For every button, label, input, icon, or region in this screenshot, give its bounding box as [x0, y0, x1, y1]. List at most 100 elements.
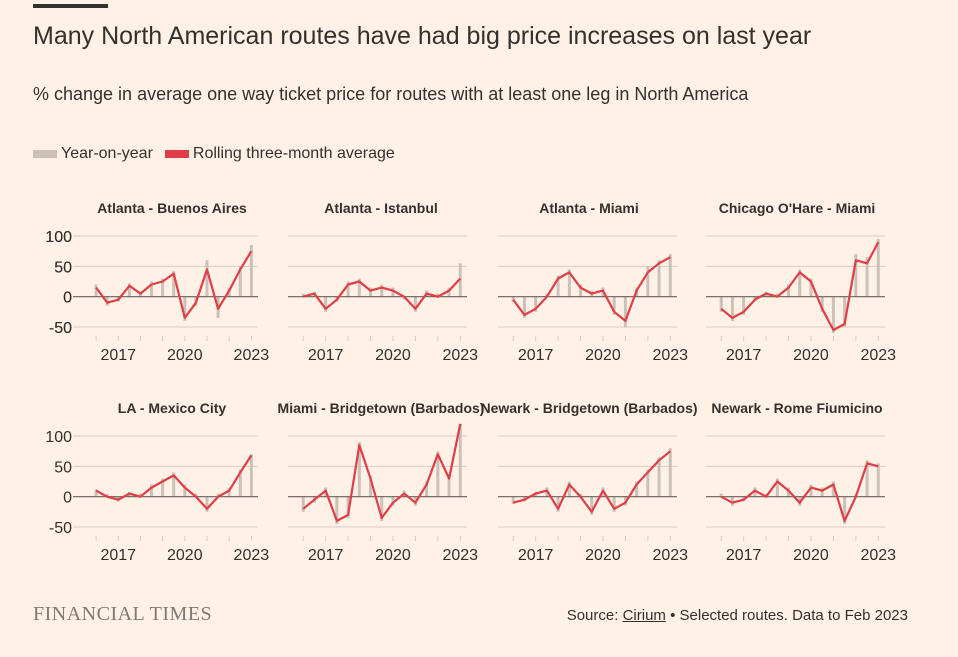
x-tick-label: 2017: [100, 547, 136, 564]
yoy-bar: [357, 442, 361, 497]
rolling-average-line: [302, 277, 462, 310]
chart-subtitle: % change in average one way ticket price…: [33, 84, 749, 104]
x-tick-label: 2020: [375, 547, 411, 564]
yoy-bar: [730, 296, 734, 321]
yoy-bar: [183, 296, 187, 321]
yoy-bar: [357, 278, 361, 297]
x-tick-label: 2023: [860, 347, 896, 364]
y-tick-label: -50: [49, 320, 72, 337]
x-tick-label: 2017: [100, 347, 136, 364]
yoy-bar: [335, 496, 339, 524]
yoy-bar: [249, 454, 253, 497]
rolling-average-line: [95, 250, 253, 319]
yoy-bar: [369, 475, 373, 497]
panel-title-7: Newark - Rome Fiumicino: [711, 400, 882, 416]
yoy-bar: [612, 496, 616, 512]
yoy-bar: [301, 496, 305, 512]
chart-panel-6: Newark - Bridgetown (Barbados) 2017 2020 20…: [480, 400, 697, 564]
chart-panel-1: Atlanta - Istanbul 100 50 0 -50 2017 2020 2023: [45, 200, 478, 364]
yoy-bar: [556, 496, 560, 512]
y-tick-label: 0: [63, 290, 72, 307]
y-tick-label: 0: [63, 490, 72, 507]
rolling-average-line: [302, 423, 462, 523]
x-tick-label: 2023: [652, 347, 688, 364]
yoy-bar: [413, 296, 417, 312]
yoy-bar: [820, 487, 824, 497]
yoy-bar: [820, 296, 824, 312]
yoy-bar: [657, 260, 661, 297]
yoy-bar: [301, 293, 305, 297]
x-tick-label: 2017: [726, 547, 762, 564]
source-suffix: • Selected routes. Data to Feb 2023: [665, 607, 908, 624]
yoy-bar: [172, 472, 176, 497]
yoy-bar: [391, 496, 395, 506]
yoy-bar: [876, 239, 880, 297]
yoy-bar: [458, 423, 462, 497]
y-tick-label: 100: [45, 229, 72, 246]
chart-panel-3: Chicago O'Hare - Miami 2017 2020 2023: [706, 200, 896, 364]
yoy-bar: [854, 254, 858, 297]
yoy-bar: [436, 293, 440, 297]
x-tick-label: 2017: [308, 547, 344, 564]
x-tick-label: 2020: [585, 547, 621, 564]
yoy-bar: [668, 254, 672, 297]
yoy-bar: [635, 481, 639, 497]
yoy-bar: [447, 287, 451, 297]
x-tick-label: 2023: [652, 547, 688, 564]
yoy-bar: [238, 469, 242, 497]
yoy-bar: [380, 284, 384, 297]
yoy-bar: [380, 496, 384, 521]
panel-title-0: Atlanta - Buenos Aires: [97, 200, 247, 216]
yoy-bar: [809, 278, 813, 297]
y-tick-label: 50: [54, 259, 72, 276]
yoy-bar: [567, 481, 571, 497]
source-link-cirium[interactable]: Cirium: [622, 607, 666, 624]
yoy-bar: [447, 475, 451, 497]
x-tick-label: 2020: [375, 347, 411, 364]
yoy-bar: [798, 269, 802, 297]
yoy-bar: [657, 457, 661, 497]
yoy-bar: [436, 451, 440, 497]
y-tick-label: 100: [45, 429, 72, 446]
panel-title-2: Atlanta - Miami: [539, 200, 639, 216]
yoy-bar: [865, 257, 869, 297]
legend: Year-on-year Rolling three-month average: [33, 145, 407, 163]
chart-title: Many North American routes have had big …: [33, 22, 812, 50]
yoy-bar: [831, 296, 835, 334]
yoy-bar: [425, 481, 429, 497]
source-prefix: Source:: [566, 607, 623, 624]
x-tick-label: 2020: [793, 547, 829, 564]
x-tick-label: 2020: [167, 547, 203, 564]
y-tick-label: 50: [54, 259, 72, 276]
yoy-bar: [668, 448, 672, 497]
yoy-bar: [238, 266, 242, 297]
yoy-bar: [94, 284, 98, 297]
yoy-bar: [227, 487, 231, 497]
legend-item-rolling: Rolling three-month average: [164, 145, 395, 163]
legend-item-yoy: Year-on-year: [33, 145, 153, 163]
yoy-bar: [183, 484, 187, 497]
yoy-bar: [205, 260, 209, 297]
x-tick-label: 2023: [442, 547, 478, 564]
x-tick-label: 2023: [234, 347, 270, 364]
panel-title-5: Miami - Bridgetown (Barbados): [278, 400, 485, 416]
yoy-bar: [556, 275, 560, 297]
yoy-bar: [161, 278, 165, 297]
yoy-bar: [646, 469, 650, 497]
yoy-bar: [216, 493, 220, 497]
rolling-average-line: [512, 256, 671, 322]
yoy-bar: [843, 296, 847, 327]
x-tick-label: 2020: [585, 347, 621, 364]
yoy-bar: [205, 496, 209, 512]
panel-title-1: Atlanta - Istanbul: [324, 200, 438, 216]
x-tick-label: 2017: [308, 347, 344, 364]
yoy-bar: [579, 284, 583, 297]
legend-label-rolling: Rolling three-month average: [192, 145, 395, 162]
yoy-bar: [590, 496, 594, 515]
yoy-bar: [391, 287, 395, 297]
yoy-bar: [843, 496, 847, 524]
yoy-bar: [742, 296, 746, 315]
legend-swatch-rolling: [164, 150, 189, 158]
yoy-bar: [161, 478, 165, 497]
